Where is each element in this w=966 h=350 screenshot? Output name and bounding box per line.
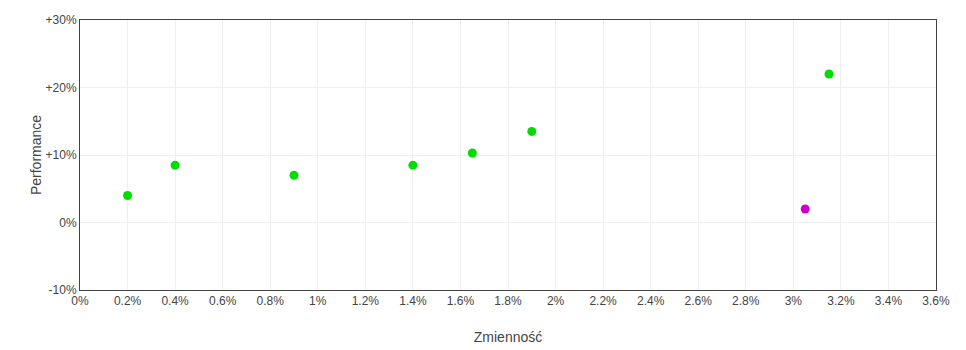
svg-text:3.2%: 3.2% <box>827 294 855 308</box>
svg-text:+30%: +30% <box>46 13 77 27</box>
svg-text:2.2%: 2.2% <box>589 294 617 308</box>
svg-text:0%: 0% <box>59 216 77 230</box>
svg-text:2.4%: 2.4% <box>637 294 665 308</box>
svg-text:0.4%: 0.4% <box>161 294 189 308</box>
svg-text:2.6%: 2.6% <box>685 294 713 308</box>
svg-text:-10%: -10% <box>49 283 77 297</box>
svg-text:0%: 0% <box>71 294 89 308</box>
svg-text:0.6%: 0.6% <box>209 294 237 308</box>
svg-text:1.6%: 1.6% <box>447 294 475 308</box>
svg-text:Zmienność: Zmienność <box>474 329 542 345</box>
svg-text:1%: 1% <box>309 294 327 308</box>
svg-text:Performance: Performance <box>28 115 44 195</box>
svg-text:0.2%: 0.2% <box>114 294 142 308</box>
svg-text:2%: 2% <box>547 294 565 308</box>
svg-text:0.8%: 0.8% <box>257 294 285 308</box>
svg-text:1.4%: 1.4% <box>399 294 427 308</box>
svg-text:1.2%: 1.2% <box>352 294 380 308</box>
svg-text:+20%: +20% <box>46 81 77 95</box>
svg-text:3.6%: 3.6% <box>922 294 950 308</box>
svg-text:1.8%: 1.8% <box>494 294 522 308</box>
svg-text:3%: 3% <box>785 294 803 308</box>
svg-text:+10%: +10% <box>46 148 77 162</box>
svg-text:3.4%: 3.4% <box>875 294 903 308</box>
svg-text:2.8%: 2.8% <box>732 294 760 308</box>
